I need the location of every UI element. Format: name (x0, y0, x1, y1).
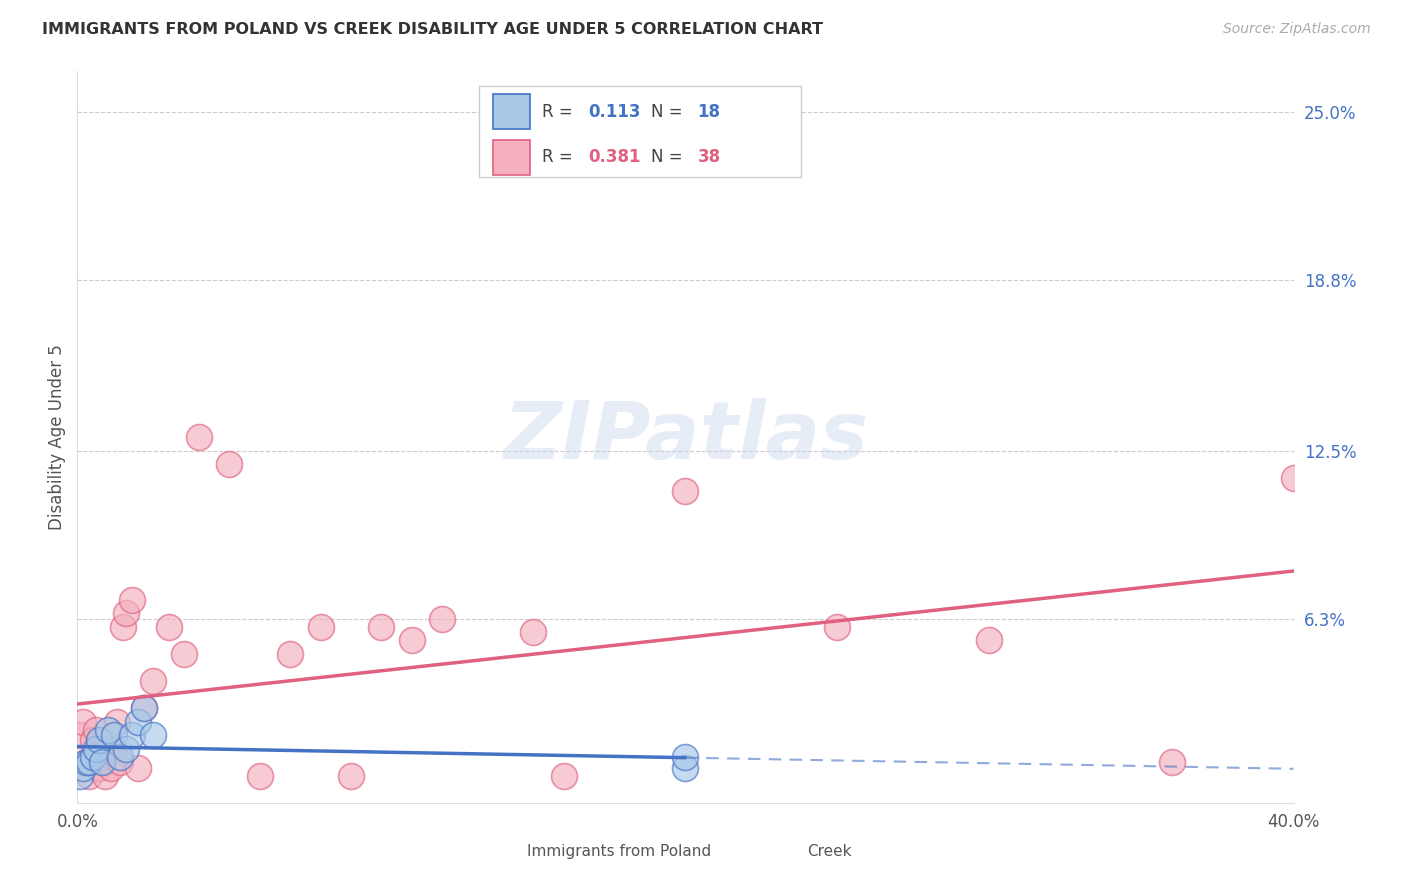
Text: IMMIGRANTS FROM POLAND VS CREEK DISABILITY AGE UNDER 5 CORRELATION CHART: IMMIGRANTS FROM POLAND VS CREEK DISABILI… (42, 22, 823, 37)
Point (134, 701, 156, 715)
Text: 0.381: 0.381 (588, 148, 641, 166)
Text: 18: 18 (697, 103, 721, 120)
Point (87, 733, 110, 747)
Text: N =: N = (651, 103, 689, 120)
Point (127, 761, 149, 775)
Point (69, 728, 91, 742)
Point (370, 620, 392, 634)
Point (108, 755, 131, 769)
Point (827, 620, 849, 634)
Point (105, 714, 128, 729)
Point (103, 728, 125, 742)
Text: 0.113: 0.113 (588, 103, 641, 120)
Point (142, 673, 165, 688)
Text: N =: N = (651, 148, 689, 166)
Point (90, 749, 112, 764)
Point (309, 620, 332, 634)
Point (115, 606, 138, 620)
FancyBboxPatch shape (494, 140, 530, 175)
Point (93, 769, 115, 783)
Point (121, 592, 143, 607)
Text: ZIPatlas: ZIPatlas (503, 398, 868, 476)
Point (173, 647, 195, 661)
Point (553, 769, 575, 783)
Point (188, 430, 211, 444)
FancyBboxPatch shape (768, 840, 794, 863)
Point (72, 761, 94, 775)
Point (121, 728, 143, 742)
Point (82, 733, 104, 747)
Point (218, 457, 240, 471)
Point (72, 714, 94, 729)
Point (401, 633, 423, 648)
Point (340, 769, 363, 783)
Text: R =: R = (541, 103, 578, 120)
Text: Immigrants from Poland: Immigrants from Poland (527, 845, 711, 859)
Point (249, 769, 271, 783)
Point (115, 741, 138, 756)
Point (97, 741, 120, 756)
Point (1282, 471, 1305, 485)
Point (157, 620, 180, 634)
Point (100, 761, 122, 775)
Point (108, 749, 131, 764)
Point (69, 769, 91, 783)
FancyBboxPatch shape (478, 86, 801, 178)
Point (84, 741, 107, 756)
Point (278, 647, 301, 661)
Point (675, 484, 697, 499)
Point (111, 620, 134, 634)
Point (127, 714, 149, 729)
Text: Source: ZipAtlas.com: Source: ZipAtlas.com (1223, 22, 1371, 37)
Point (675, 761, 697, 775)
Point (522, 625, 544, 640)
Point (675, 749, 697, 764)
Point (79, 769, 101, 783)
Point (1161, 755, 1184, 769)
Point (90, 755, 112, 769)
Text: 38: 38 (697, 148, 721, 166)
Text: Creek: Creek (807, 845, 852, 859)
Point (84, 723, 107, 737)
Point (979, 633, 1001, 648)
Point (75, 755, 97, 769)
Point (134, 701, 156, 715)
Point (79, 755, 101, 769)
Point (432, 611, 454, 625)
Point (87, 761, 110, 775)
Point (97, 723, 120, 737)
Point (142, 728, 165, 742)
Y-axis label: Disability Age Under 5: Disability Age Under 5 (48, 344, 66, 530)
Point (75, 755, 97, 769)
FancyBboxPatch shape (488, 840, 515, 863)
Point (82, 749, 104, 764)
Point (103, 741, 125, 756)
Text: R =: R = (541, 148, 578, 166)
FancyBboxPatch shape (494, 94, 530, 129)
